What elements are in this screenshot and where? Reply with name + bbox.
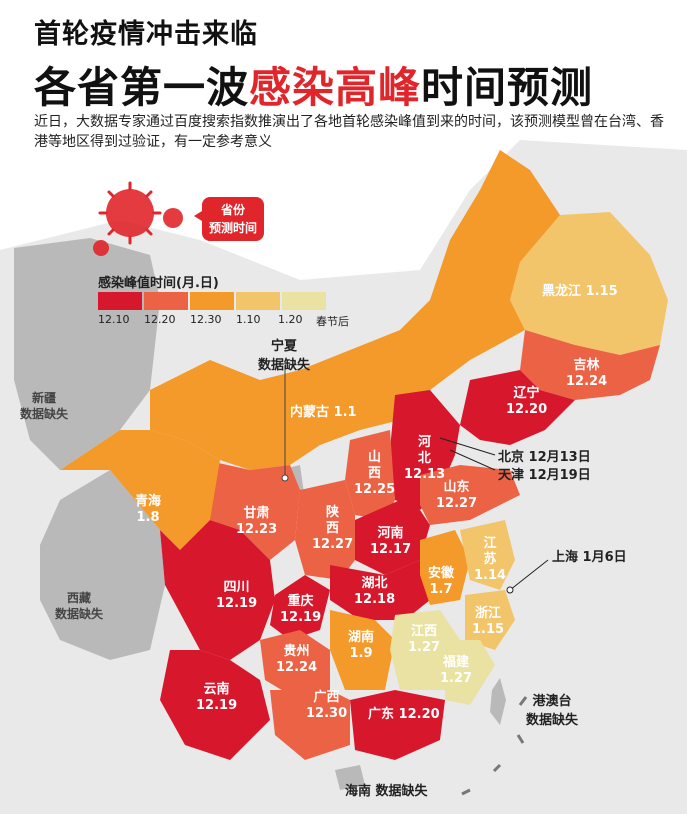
shandong-label: 山东 12.27 [436,480,478,511]
ningxia-nodata: 数据缺失 [258,358,311,373]
xizang-region [40,470,165,660]
neimenggu-label: 内蒙古 1.1 [290,405,357,420]
legend-label-5: 1.20 [278,313,303,326]
headline-line1: 首轮疫情冲击来临 [34,19,258,50]
yunnan-label: 云南 12.19 [196,682,238,713]
ningxia-callout: 宁夏 数据缺失 [258,335,310,373]
badge-line2: 预测时间 [208,221,257,235]
shaanxi-region [295,480,355,580]
ningxia-name: 宁夏 [271,339,298,354]
hunan-region [330,610,395,690]
guangdong-label: 广东 12.20 [368,707,440,722]
headline-part-a: 各省第一波 [34,63,250,112]
legend-swatch-5 [282,292,326,310]
shaanxi-label: 陕西 12.27 [312,505,354,552]
beijing-callout-line [439,437,496,456]
guizhou-label: 贵州 12.24 [276,644,318,675]
gansu-label: 甘肃 12.23 [236,506,278,537]
headline-part-c: 时间预测 [421,63,594,112]
guangxi-label: 广西 12.30 [306,690,348,721]
zhejiang-region [465,590,515,650]
shandong-region [420,465,520,525]
shanghai-callout-dot [506,586,514,594]
henan-region [355,500,430,575]
headline-line2: 各省第一波感染高峰时间预测 [34,54,593,115]
gat-callout: 港澳台 数据缺失 [526,690,578,728]
heilongjiang-region [510,212,668,355]
legend-swatch-2 [144,292,188,310]
hubei-label: 湖北 12.18 [354,576,396,607]
legend-label-2: 12.20 [144,313,176,326]
beijing-callout: 北京 12月13日 [498,450,591,465]
chongqing-label: 重庆 12.19 [280,594,322,625]
hebei-label: 河北 12.13 [404,435,446,482]
jiangsu-label: 江苏 1.14 [474,536,507,583]
heilongjiang-label: 黑龙江 1.15 [542,284,618,299]
chongqing-region [270,575,330,640]
gat-nodata: 数据缺失 [526,713,579,728]
hainan-callout: 海南 数据缺失 [345,784,428,799]
nine-dash-line [461,696,528,796]
yunnan-region [160,650,270,760]
jiangxi-label: 江西 1.27 [408,624,441,655]
legend-label-3: 12.30 [190,313,222,326]
xinjiang-label: 新疆 数据缺失 [20,390,68,422]
taiwan-region [490,678,506,725]
tianjin-callout: 天津 12月19日 [498,468,591,483]
gat-name: 港澳台 [532,694,572,709]
hunan-label: 湖南 1.9 [348,630,375,661]
xinjiang-name: 新疆 [32,391,57,405]
zhejiang-label: 浙江 1.15 [472,606,505,637]
xizang-name: 西藏 [67,591,92,605]
legend-swatch-1 [98,292,142,310]
badge-line1: 省份 [220,203,245,217]
legend-swatch-4 [236,292,280,310]
jiangxi-region [390,610,460,690]
shanghai-callout-line [509,559,549,591]
legend-label-4: 1.10 [236,313,261,326]
guangdong-region [350,690,445,760]
xizang-label: 西藏 数据缺失 [55,590,103,622]
fujian-region [445,640,495,705]
shanxi-region [345,430,395,520]
sichuan-region [160,520,275,660]
sichuan-label: 四川 12.19 [216,580,258,611]
anhui-region [420,530,470,605]
fujian-label: 福建 1.27 [440,655,473,686]
qinghai-region [60,430,220,550]
legend-swatch-3 [190,292,234,310]
tianjin-callout-line [449,449,496,471]
shanghai-callout: 上海 1月6日 [552,550,627,565]
qinghai-label: 青海 1.8 [135,494,162,525]
guangxi-region [270,690,350,760]
jilin-region [520,330,660,400]
xizang-nodata: 数据缺失 [55,607,104,621]
liaoning-label: 辽宁 12.20 [506,386,548,417]
anhui-label: 安徽 1.7 [428,566,455,597]
shanxi-label: 山西 12.25 [354,450,396,497]
headline-highlight: 感染高峰 [249,63,422,112]
virus-icon [93,181,183,256]
hainan-region [335,765,365,790]
legend-label-6: 春节后 [316,315,349,328]
hubei-region [330,560,430,620]
xinjiang-nodata: 数据缺失 [20,407,69,421]
liaoning-region [460,370,575,445]
jiangsu-region [460,520,515,590]
jilin-label: 吉林 12.24 [566,358,608,389]
intro-text: 近日，大数据专家通过百度搜索指数推演出了各地首轮感染峰值到来的时间，该预测模型曾… [34,114,664,150]
province-date-badge: 省份 预测时间 [194,197,264,241]
legend-title: 感染峰值时间(月.日) [98,276,219,291]
neimenggu-region [150,150,560,470]
legend-bar [98,292,328,310]
guizhou-region [260,630,330,695]
henan-label: 河南 12.17 [370,526,412,557]
legend-label-1: 12.10 [98,313,130,326]
ningxia-callout-dot [281,474,289,482]
